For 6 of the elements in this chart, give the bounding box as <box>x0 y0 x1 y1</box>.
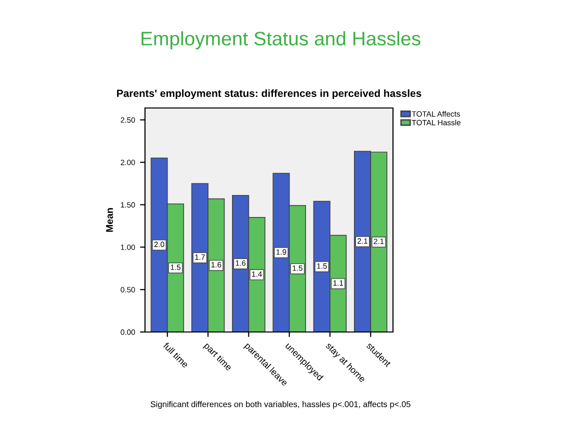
x-tick-label: part time <box>202 342 233 372</box>
text: Significant differences on both variables, hassles p<.001, affects p<.05 <box>150 401 410 409</box>
chart-subtitle: Parents' employment status: differences in perceived hassles <box>117 89 422 100</box>
chart-title: Employment Status and Hassles <box>142 31 420 50</box>
x-tick-label: full time <box>162 342 190 368</box>
y-axis-title: Mean <box>106 208 113 232</box>
